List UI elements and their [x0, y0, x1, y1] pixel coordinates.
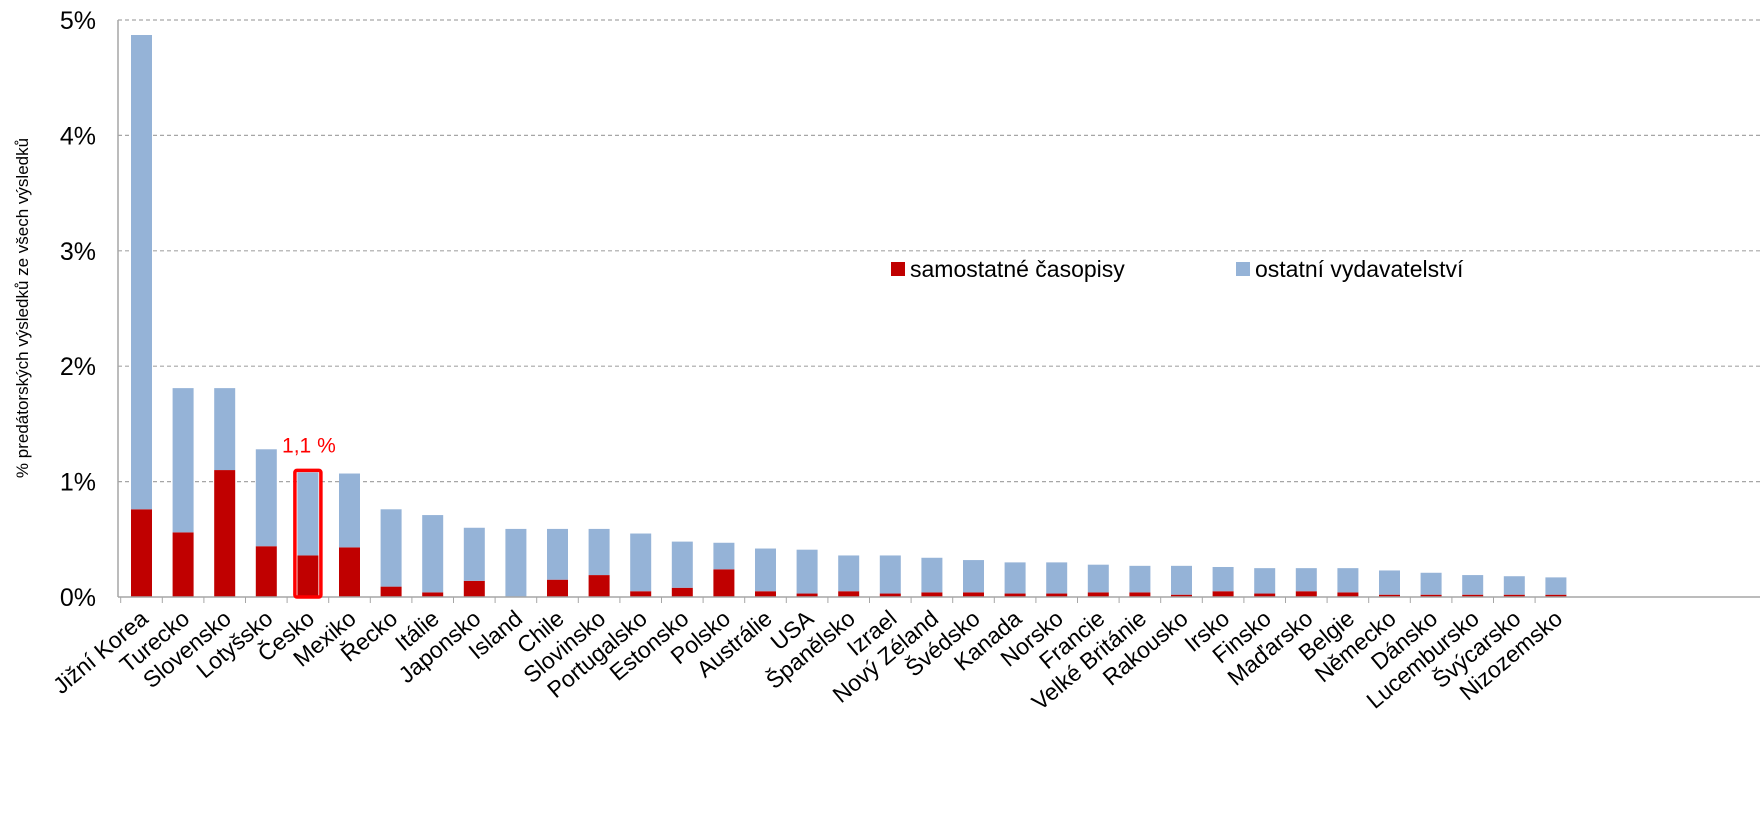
y-tick-label: 5% — [60, 7, 96, 35]
bar-segment-samostatne — [1254, 593, 1276, 597]
bar-segment-samostatne — [1087, 592, 1109, 597]
bar-segment-ostatni — [1545, 577, 1567, 595]
bar-segment-samostatne — [131, 509, 152, 597]
bar-segment-samostatne — [422, 592, 444, 597]
bar-segment-samostatne — [838, 591, 860, 597]
bar-segment-samostatne — [172, 532, 194, 597]
bar-segment-ostatni — [1171, 565, 1192, 595]
bar-segment-samostatne — [1503, 594, 1525, 597]
bar-segment-samostatne — [1046, 593, 1068, 597]
bar-segment-samostatne — [588, 575, 610, 597]
bar-segment-ostatni — [838, 555, 860, 592]
bar-segment-samostatne — [713, 569, 735, 597]
bar-segment-ostatni — [463, 527, 485, 581]
bar-segment-samostatne — [297, 555, 319, 597]
bar-segment-ostatni — [1212, 566, 1234, 592]
annotations: 1,1 % — [282, 434, 336, 599]
bar-segment-samostatne — [1171, 594, 1192, 597]
bar-segment-ostatni — [1046, 562, 1068, 594]
bar-segment-samostatne — [1212, 591, 1234, 597]
bar-segment-ostatni — [1462, 575, 1484, 595]
y-tick-label: 3% — [60, 238, 96, 266]
x-axis-categories: Jižní KoreaTureckoSlovenskoLotyšskoČesko… — [48, 597, 1567, 715]
bar-segment-samostatne — [255, 546, 277, 597]
bar-segment-ostatni — [713, 542, 735, 570]
bar-segment-ostatni — [255, 449, 277, 547]
bar-segment-samostatne — [1545, 594, 1567, 597]
bar-segment-samostatne — [214, 470, 236, 597]
bar-segment-ostatni — [671, 541, 693, 588]
bar-segment-ostatni — [1254, 568, 1276, 594]
y-tick-label: 2% — [60, 353, 96, 381]
bar-segment-samostatne — [547, 579, 568, 597]
bar-segment-ostatni — [422, 515, 444, 593]
bar-segment-samostatne — [879, 593, 901, 597]
bar-segment-samostatne — [1420, 594, 1442, 597]
bar-segment-samostatne — [921, 592, 943, 597]
bar-segment-ostatni — [339, 473, 360, 548]
bar-segment-ostatni — [1087, 564, 1109, 593]
bar-segment-samostatne — [463, 580, 485, 597]
gridlines — [117, 19, 1760, 597]
bar-segment-samostatne — [1462, 594, 1484, 597]
bar-segment-ostatni — [380, 509, 402, 587]
bar-segment-ostatni — [588, 528, 610, 576]
bar-segment-samostatne — [630, 591, 652, 597]
bar-segment-ostatni — [1420, 572, 1442, 595]
bar-segment-samostatne — [380, 586, 402, 597]
y-tick-label: 4% — [60, 122, 96, 150]
bar-segment-ostatni — [172, 388, 194, 533]
bar-segment-ostatni — [921, 557, 943, 593]
bar-segment-ostatni — [630, 533, 652, 592]
bar-segment-ostatni — [1379, 570, 1400, 595]
bar-segment-ostatni — [796, 549, 818, 594]
y-axis-ticks: 0% 1% 2% 3% 4% 5% — [60, 7, 96, 612]
y-tick-label: 0% — [60, 584, 96, 612]
bars — [131, 35, 1567, 597]
y-axis-label: % predátorských výsledků ze všech výsled… — [13, 138, 32, 478]
bar-segment-samostatne — [963, 592, 984, 597]
bar-segment-samostatne — [1004, 593, 1026, 597]
bar-segment-ostatni — [879, 555, 901, 594]
bar-segment-samostatne — [1379, 594, 1400, 597]
bar-segment-samostatne — [796, 593, 818, 597]
bar-segment-ostatni — [131, 35, 152, 510]
highlight-box — [293, 468, 323, 599]
bar-segment-samostatne — [671, 587, 693, 597]
y-tick-label: 1% — [60, 469, 96, 497]
bar-segment-samostatne — [755, 591, 776, 597]
legend-swatch — [1236, 262, 1250, 276]
bar-segment-ostatni — [1004, 562, 1026, 594]
bar-segment-samostatne — [339, 547, 360, 597]
bar-segment-ostatni — [1337, 568, 1359, 593]
bar-segment-samostatne — [1129, 592, 1151, 597]
bar-segment-samostatne — [1295, 591, 1317, 597]
bar-segment-ostatni — [1129, 565, 1151, 593]
bar-segment-ostatni — [505, 528, 527, 597]
callout-label: 1,1 % — [282, 434, 336, 457]
bar-segment-ostatni — [755, 548, 776, 592]
bar-segment-samostatne — [1337, 592, 1359, 597]
bar-segment-ostatni — [297, 472, 319, 556]
bar-segment-ostatni — [1503, 576, 1525, 595]
legend-swatch — [891, 262, 905, 276]
bar-segment-ostatni — [963, 560, 984, 593]
legend-label: samostatné časopisy — [910, 256, 1125, 282]
bar-segment-ostatni — [1295, 568, 1317, 592]
bar-segment-ostatni — [547, 528, 568, 580]
legend: samostatné časopisy ostatní vydavatelství — [891, 256, 1464, 282]
bar-segment-ostatni — [214, 388, 236, 471]
legend-label: ostatní vydavatelství — [1255, 256, 1464, 282]
